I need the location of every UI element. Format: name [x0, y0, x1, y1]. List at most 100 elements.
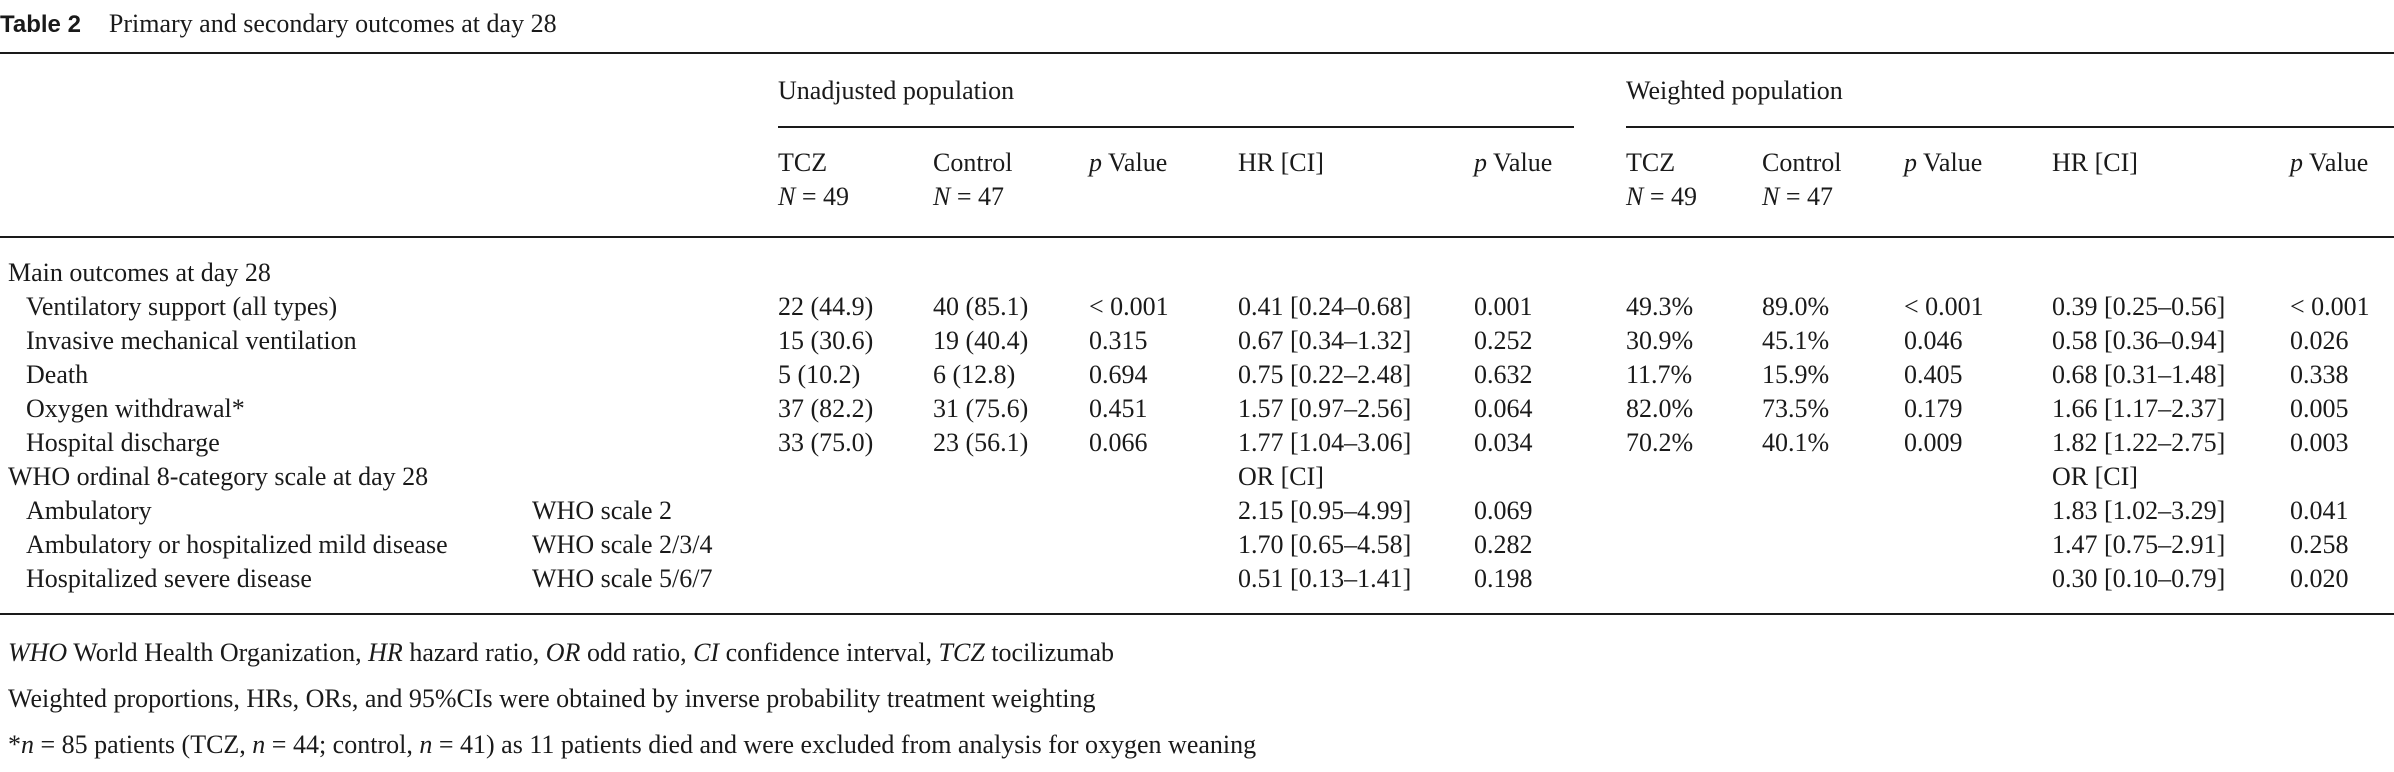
row-label: Ventilatory support (all types) — [26, 292, 338, 321]
row-label: Ambulatory or hospitalized mild disease — [26, 530, 448, 559]
table-cell: 0.069 — [1474, 496, 1533, 525]
col-control-n: N = 47 — [1762, 182, 1834, 211]
table-cell: 0.198 — [1474, 564, 1533, 593]
footnote-abbreviations: WHO World Health Organization, HR hazard… — [8, 638, 1115, 667]
col-tcz-label: TCZ — [778, 148, 828, 177]
top-rule — [0, 52, 2394, 54]
col-header-tcz: TCZ N = 49 — [1626, 146, 1697, 214]
table-cell: 0.30 [0.10–0.79] — [2052, 564, 2226, 593]
table-cell: 0.58 [0.36–0.94] — [2052, 326, 2226, 355]
table-cell: 82.0% — [1626, 394, 1694, 423]
table-cell: 0.003 — [2290, 428, 2349, 457]
table-cell: 1.66 [1.17–2.37] — [2052, 394, 2226, 423]
table-cell: 37 (82.2) — [778, 394, 874, 423]
group-header-weighted: Weighted population — [1626, 76, 1843, 105]
table-cell: < 0.001 — [1904, 292, 1984, 321]
table-cell: 0.041 — [2290, 496, 2349, 525]
table-cell: < 0.001 — [1089, 292, 1169, 321]
col-tcz-label: TCZ — [1626, 148, 1676, 177]
table-cell: 0.338 — [2290, 360, 2349, 389]
table-cell: 6 (12.8) — [933, 360, 1016, 389]
table-cell: 0.026 — [2290, 326, 2349, 355]
table-cell: 0.252 — [1474, 326, 1533, 355]
row-label: Oxygen withdrawal* — [26, 394, 245, 423]
table-cell: 0.020 — [2290, 564, 2349, 593]
table-cell: 2.15 [0.95–4.99] — [1238, 496, 1412, 525]
group-header-unadjusted: Unadjusted population — [778, 76, 1015, 105]
table-cell: 15 (30.6) — [778, 326, 874, 355]
table-caption: Table 2 Primary and secondary outcomes at… — [0, 4, 557, 44]
table-cell: 89.0% — [1762, 292, 1830, 321]
table-cell: 0.451 — [1089, 394, 1148, 423]
table-cell: 33 (75.0) — [778, 428, 874, 457]
table-cell: 11.7% — [1626, 360, 1693, 389]
table-cell: 0.005 — [2290, 394, 2349, 423]
row-label: Invasive mechanical ventilation — [26, 326, 357, 355]
table-cell: 0.066 — [1089, 428, 1148, 457]
bottom-rule — [0, 613, 2394, 615]
col-header-control: Control N = 47 — [1762, 146, 1841, 214]
table-cell: 0.51 [0.13–1.41] — [1238, 564, 1412, 593]
table-cell: 0.046 — [1904, 326, 1963, 355]
col-header-or-ci: OR [CI] — [1238, 462, 1324, 491]
table-cell: 0.67 [0.34–1.32] — [1238, 326, 1412, 355]
row-label: Hospital discharge — [26, 428, 220, 457]
col-header-or-ci: OR [CI] — [2052, 462, 2138, 491]
table-cell: 0.258 — [2290, 530, 2349, 559]
table-cell: 0.39 [0.25–0.56] — [2052, 292, 2226, 321]
table-label: Table 2 — [0, 11, 81, 38]
table-cell: 0.282 — [1474, 530, 1533, 559]
table-cell: 30.9% — [1626, 326, 1694, 355]
table-cell: 1.83 [1.02–3.29] — [2052, 496, 2226, 525]
col-tcz-n: N = 49 — [778, 182, 850, 211]
col-header-hr-ci: HR [CI] — [1238, 148, 1324, 177]
table-cell: 0.694 — [1089, 360, 1148, 389]
table-title: Primary and secondary outcomes at day 28 — [108, 9, 557, 38]
table-cell: 1.77 [1.04–3.06] — [1238, 428, 1412, 457]
table-cell: 1.82 [1.22–2.75] — [2052, 428, 2226, 457]
col-control-n: N = 47 — [933, 182, 1005, 211]
table-cell: 45.1% — [1762, 326, 1830, 355]
col-header-p-value: p Value — [1904, 148, 1983, 177]
table-cell: 49.3% — [1626, 292, 1694, 321]
col-header-tcz: TCZ N = 49 — [778, 146, 849, 214]
table-cell: 1.47 [0.75–2.91] — [2052, 530, 2226, 559]
col-control-label: Control — [933, 148, 1013, 177]
table-cell: 1.57 [0.97–2.56] — [1238, 394, 1412, 423]
col-header-p-value: p Value — [1089, 148, 1168, 177]
header-rule — [0, 236, 2394, 238]
col-header-p-value: p Value — [2290, 148, 2369, 177]
footnote-oxygen: *n = 85 patients (TCZ, n = 44; control, … — [8, 730, 1257, 759]
group-rule-unadjusted — [778, 126, 1574, 128]
col-tcz-n: N = 49 — [1626, 182, 1698, 211]
table-cell: 0.064 — [1474, 394, 1533, 423]
table-cell: 0.68 [0.31–1.48] — [2052, 360, 2226, 389]
table-cell: 15.9% — [1762, 360, 1830, 389]
table-cell: 0.75 [0.22–2.48] — [1238, 360, 1412, 389]
table-cell: 0.001 — [1474, 292, 1533, 321]
group-rule-weighted — [1626, 126, 2394, 128]
section-heading-main: Main outcomes at day 28 — [8, 258, 271, 287]
table-cell: 0.41 [0.24–0.68] — [1238, 292, 1412, 321]
table-cell: 0.179 — [1904, 394, 1963, 423]
col-control-label: Control — [1762, 148, 1842, 177]
table-cell: 23 (56.1) — [933, 428, 1029, 457]
table-cell: < 0.001 — [2290, 292, 2370, 321]
table-cell: 40 (85.1) — [933, 292, 1029, 321]
col-header-control: Control N = 47 — [933, 146, 1012, 214]
table-cell: 40.1% — [1762, 428, 1830, 457]
who-scale-label: WHO scale 2 — [532, 496, 673, 525]
table-cell: 0.405 — [1904, 360, 1963, 389]
table-cell: 31 (75.6) — [933, 394, 1029, 423]
table-cell: 0.315 — [1089, 326, 1148, 355]
footnote-weighting: Weighted proportions, HRs, ORs, and 95%C… — [8, 684, 1096, 713]
row-label: Death — [26, 360, 89, 389]
table-cell: 70.2% — [1626, 428, 1694, 457]
who-scale-label: WHO scale 2/3/4 — [532, 530, 713, 559]
who-scale-label: WHO scale 5/6/7 — [532, 564, 713, 593]
section-heading-who: WHO ordinal 8-category scale at day 28 — [8, 462, 429, 491]
table-cell: 22 (44.9) — [778, 292, 874, 321]
table-cell: 1.70 [0.65–4.58] — [1238, 530, 1412, 559]
col-header-p-value: p Value — [1474, 148, 1553, 177]
